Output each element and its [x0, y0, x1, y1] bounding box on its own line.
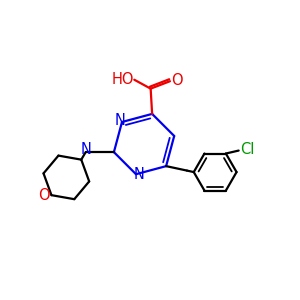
Text: O: O [171, 73, 182, 88]
Text: N: N [80, 142, 91, 157]
Text: Cl: Cl [240, 142, 255, 158]
Text: N: N [114, 113, 125, 128]
Text: N: N [134, 167, 144, 182]
Text: O: O [38, 188, 50, 203]
Text: HO: HO [112, 72, 134, 87]
